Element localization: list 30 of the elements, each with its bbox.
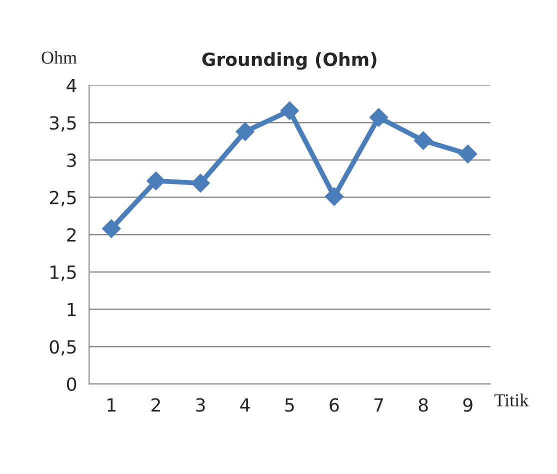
x-tick-label: 4 <box>240 398 250 412</box>
x-tick-label: 8 <box>418 398 428 412</box>
chart-title: Grounding (Ohm) <box>202 52 376 70</box>
y-tick-label: 3,5 <box>50 116 76 132</box>
point <box>236 122 254 141</box>
point <box>102 219 121 238</box>
y-tick-label: 0,5 <box>50 340 76 356</box>
point <box>414 131 433 150</box>
x-tick-label: 3 <box>196 398 205 412</box>
point <box>146 172 166 190</box>
x-tick-label: 9 <box>463 398 472 412</box>
y-axis-title: Ohm <box>42 51 77 64</box>
point <box>191 174 210 192</box>
point <box>369 108 388 127</box>
y-tick-label: 2,5 <box>50 190 76 206</box>
point <box>280 101 299 120</box>
y-tick-label: 3 <box>67 153 76 168</box>
x-tick-label: 2 <box>152 398 160 412</box>
y-tick-label: 1 <box>68 302 76 316</box>
point <box>324 187 344 206</box>
x-tick-label: 1 <box>108 398 116 412</box>
x-tick-label: 7 <box>374 398 383 412</box>
x-axis-title: Titik <box>494 394 529 406</box>
y-tick-label: 1,5 <box>50 266 76 281</box>
y-tick-label: 0 <box>67 377 76 392</box>
point <box>458 144 478 164</box>
y-tick-label: 2 <box>67 228 76 242</box>
x-tick-label: 5 <box>285 398 294 412</box>
x-tick-label: 6 <box>330 398 339 412</box>
y-tick-label: 4 <box>66 79 76 92</box>
